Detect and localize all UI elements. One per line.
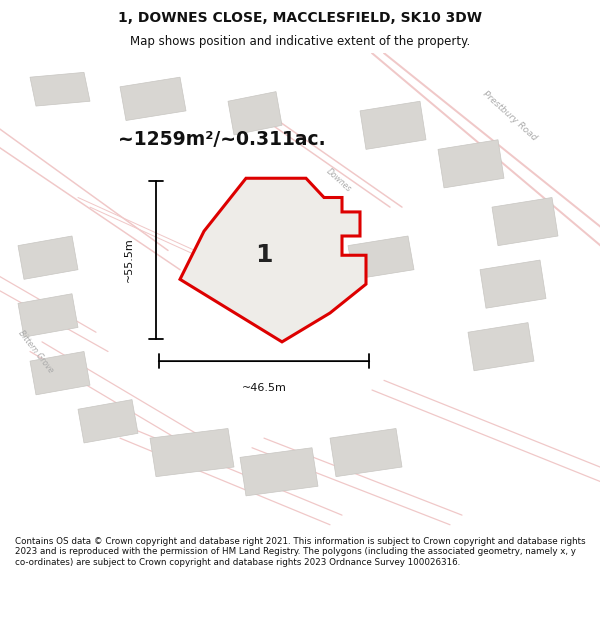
Text: Contains OS data © Crown copyright and database right 2021. This information is : Contains OS data © Crown copyright and d… xyxy=(15,537,586,567)
Polygon shape xyxy=(216,236,288,279)
Polygon shape xyxy=(150,429,234,477)
Polygon shape xyxy=(438,140,504,188)
Polygon shape xyxy=(330,429,402,477)
Polygon shape xyxy=(492,198,558,246)
Polygon shape xyxy=(468,322,534,371)
Polygon shape xyxy=(30,72,90,106)
Text: ~1259m²/~0.311ac.: ~1259m²/~0.311ac. xyxy=(118,130,326,149)
Polygon shape xyxy=(240,448,318,496)
Polygon shape xyxy=(228,92,282,135)
Polygon shape xyxy=(30,351,90,395)
Text: 1: 1 xyxy=(255,243,273,268)
Polygon shape xyxy=(480,260,546,308)
Polygon shape xyxy=(18,294,78,337)
Polygon shape xyxy=(360,101,426,149)
Text: ~55.5m: ~55.5m xyxy=(124,238,134,282)
Polygon shape xyxy=(18,236,78,279)
Text: Map shows position and indicative extent of the property.: Map shows position and indicative extent… xyxy=(130,34,470,48)
Text: Bittern Grove: Bittern Grove xyxy=(17,329,55,374)
Polygon shape xyxy=(348,236,414,279)
Polygon shape xyxy=(180,178,366,342)
Polygon shape xyxy=(120,77,186,121)
Text: ~46.5m: ~46.5m xyxy=(242,382,286,392)
Text: 1, DOWNES CLOSE, MACCLESFIELD, SK10 3DW: 1, DOWNES CLOSE, MACCLESFIELD, SK10 3DW xyxy=(118,11,482,24)
Text: Prestbury Road: Prestbury Road xyxy=(481,89,539,142)
Polygon shape xyxy=(78,399,138,443)
Text: Downes: Downes xyxy=(325,167,353,194)
